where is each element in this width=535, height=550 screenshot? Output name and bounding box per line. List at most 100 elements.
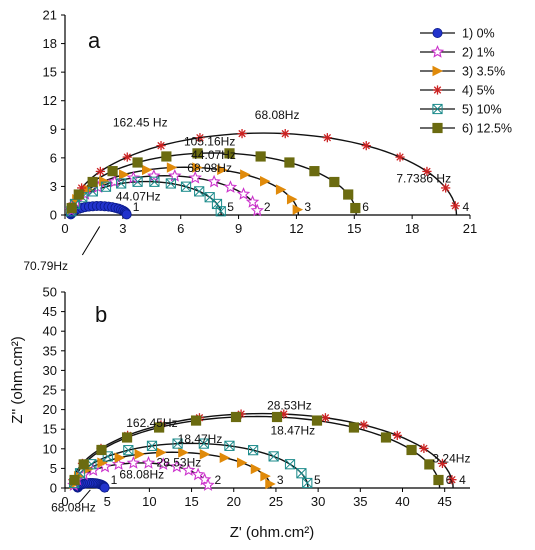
y-tick-label: 10 [43, 441, 57, 456]
x-tick-label: 45 [437, 494, 451, 509]
data-point-series-3 [134, 448, 146, 460]
data-point-series-3 [156, 447, 167, 458]
annotation-arrow [78, 489, 91, 505]
legend-marker [432, 85, 443, 95]
data-point-series-6 [66, 202, 77, 214]
series-end-label: 3 [304, 200, 311, 214]
x-tick-label: 9 [235, 221, 242, 236]
frequency-annotation: 68.08Hz [255, 108, 300, 122]
data-point-series-5 [165, 178, 176, 189]
data-point-series-4 [237, 129, 247, 139]
x-tick-label: 0 [61, 221, 68, 236]
data-point-series-6 [311, 415, 323, 426]
legend-marker [432, 103, 443, 115]
data-point-series-2 [245, 194, 260, 208]
y-tick-label: 12 [43, 93, 57, 108]
data-point-series-4 [395, 152, 405, 162]
x-tick-label: 5 [104, 494, 111, 509]
data-point-series-4 [422, 166, 432, 177]
frequency-annotation: 28.53Hz [157, 455, 202, 469]
data-point-series-5 [172, 438, 183, 449]
legend-entry: 1) 0% [462, 27, 495, 41]
data-point-series-3 [260, 470, 271, 482]
x-tick-label: 18 [405, 221, 419, 236]
frequency-annotation: 68.08Hz [119, 468, 164, 482]
data-point-series-4 [156, 141, 166, 151]
series-end-label: 5 [314, 473, 321, 487]
data-point-series-5 [215, 206, 226, 217]
data-point-series-6 [78, 459, 89, 470]
data-point-series-3 [286, 193, 298, 205]
data-point-series-2 [250, 203, 264, 217]
frequency-annotation: 28.53Hz [267, 399, 312, 413]
x-tick-label: 20 [227, 494, 241, 509]
data-point-series-6 [87, 176, 98, 188]
data-point-series-6 [73, 189, 84, 200]
series-end-label: 3 [277, 473, 284, 487]
data-point-series-3 [119, 169, 130, 180]
data-point-series-3 [275, 184, 287, 195]
data-point-series-6 [69, 474, 80, 486]
data-point-series-1 [99, 482, 110, 493]
y-tick-label: 25 [43, 383, 57, 398]
x-tick-label: 12 [289, 221, 303, 236]
data-point-series-3 [166, 162, 178, 173]
data-point-series-2 [236, 187, 251, 200]
frequency-annotation: 44.07Hz [116, 190, 161, 204]
data-point-series-6 [424, 459, 435, 470]
y-tick-label: 30 [43, 363, 57, 378]
frequency-annotation: 3.24Hz [432, 452, 470, 466]
legend-marker [432, 122, 443, 134]
fit-curve-4 [70, 132, 458, 216]
data-point-series-5 [296, 468, 307, 479]
panel-b: b 0 5 10 15 20 25 30 35 40 45 0510152025303540455… [43, 285, 471, 515]
frequency-annotation: 7.7386 Hz [396, 172, 451, 186]
y-tick-label: 0 [50, 208, 57, 223]
data-point-series-3 [178, 447, 189, 458]
data-point-series-3 [240, 169, 251, 180]
data-point-series-6 [284, 157, 295, 168]
data-point-series-6 [107, 166, 118, 177]
data-point-series-6 [380, 432, 392, 443]
x-tick-label: 30 [311, 494, 325, 509]
data-point-series-3 [97, 457, 108, 468]
data-point-series-6 [271, 411, 283, 423]
y-tick-label: 40 [43, 324, 57, 339]
data-point-series-4 [392, 430, 402, 440]
data-point-series-6 [161, 151, 172, 162]
y-tick-label: 5 [50, 461, 57, 476]
series-end-label: 6 [362, 200, 369, 214]
data-point-series-5 [198, 438, 209, 449]
legend-marker [432, 65, 443, 77]
y-tick-label: 35 [43, 343, 57, 358]
data-point-series-6 [406, 444, 417, 456]
data-point-series-4 [447, 475, 457, 485]
data-point-series-5 [100, 181, 112, 192]
data-point-series-6 [350, 202, 361, 214]
panel-a-letter: a [88, 28, 101, 53]
data-point-series-5 [268, 451, 279, 462]
data-point-series-3 [114, 452, 126, 463]
y-tick-label: 18 [43, 36, 57, 51]
data-point-series-5 [180, 181, 192, 192]
data-point-series-5 [123, 445, 134, 456]
data-point-series-4 [122, 152, 132, 162]
data-point-series-2 [191, 467, 205, 481]
data-point-series-3 [292, 204, 304, 215]
fit-curve-5 [72, 442, 309, 489]
data-point-series-5 [224, 440, 235, 451]
data-point-series-5 [194, 186, 205, 197]
frequency-annotation: 162.45Hz [126, 416, 177, 430]
data-point-series-3 [265, 478, 276, 490]
x-tick-label: 0 [61, 494, 68, 509]
data-point-series-2 [181, 463, 196, 476]
data-point-series-2 [126, 456, 141, 469]
data-point-series-6 [190, 415, 202, 426]
data-point-series-6 [255, 151, 266, 162]
series-end-label: 1 [133, 200, 140, 214]
data-point-series-5 [248, 445, 259, 456]
data-point-series-6 [230, 411, 242, 423]
x-tick-label: 15 [347, 221, 361, 236]
legend-entry: 3) 3.5% [462, 65, 505, 79]
series-end-label: 2 [214, 473, 221, 487]
